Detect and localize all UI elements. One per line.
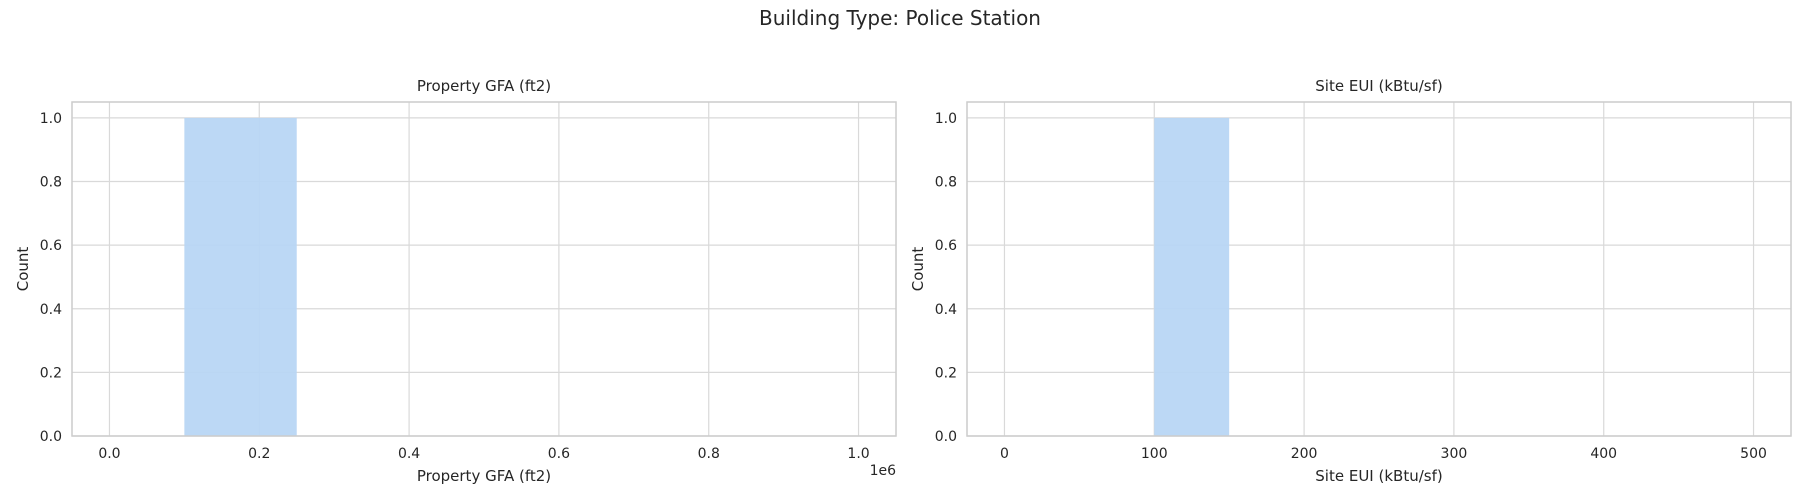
chart-1-ytick-label-3: 0.6 [935,238,957,254]
chart-0-ytick-label-0: 0.0 [40,429,62,445]
chart-1-xtick-label-1: 100 [1141,446,1168,462]
chart-0-bar-0 [184,117,297,437]
chart-1-xtick-label-4: 400 [1590,446,1617,462]
chart-0-title: Property GFA (ft2) [417,77,551,95]
chart-1-ylabel: Count [909,247,927,292]
figure-title: Building Type: Police Station [759,6,1041,30]
chart-0-xtick-label-3: 0.6 [548,446,570,462]
chart-0-xtick-label-2: 0.4 [398,446,420,462]
chart-1-title: Site EUI (kBtu/sf) [1315,77,1442,95]
chart-0-ytick-label-5: 1.0 [40,111,62,127]
chart-0-frame [71,101,897,437]
chart-1-ytick-label-4: 0.8 [935,175,957,191]
chart-1-ytick-label-5: 1.0 [935,111,957,127]
chart-0-ylabel: Count [14,247,32,292]
chart-1-xlabel: Site EUI (kBtu/sf) [1315,467,1442,485]
chart-0-xtick-label-4: 0.8 [698,446,720,462]
chart-1-xtick-label-2: 200 [1291,446,1318,462]
chart-0-ytick-label-3: 0.6 [40,238,62,254]
chart-0-ytick-label-2: 0.4 [40,302,62,318]
chart-0-offset-label: 1e6 [870,463,897,479]
chart-1-ytick-label-1: 0.2 [935,365,957,381]
chart-0-xtick-label-0: 0.0 [98,446,120,462]
chart-0-ytick-label-1: 0.2 [40,365,62,381]
chart-0-xlabel: Property GFA (ft2) [417,467,551,485]
chart-1-ytick-label-2: 0.4 [935,302,957,318]
chart-1-ytick-label-0: 0.0 [935,429,957,445]
chart-0-ytick-label-4: 0.8 [40,175,62,191]
chart-1-bar-0 [1154,117,1230,437]
chart-1-frame [966,101,1792,437]
chart-0-xtick-label-5: 1.0 [847,446,869,462]
chart-1-xtick-label-0: 0 [1000,446,1009,462]
chart-0-xtick-label-1: 0.2 [248,446,270,462]
chart-1-xtick-label-5: 500 [1740,446,1767,462]
chart-1-xtick-label-3: 300 [1441,446,1468,462]
